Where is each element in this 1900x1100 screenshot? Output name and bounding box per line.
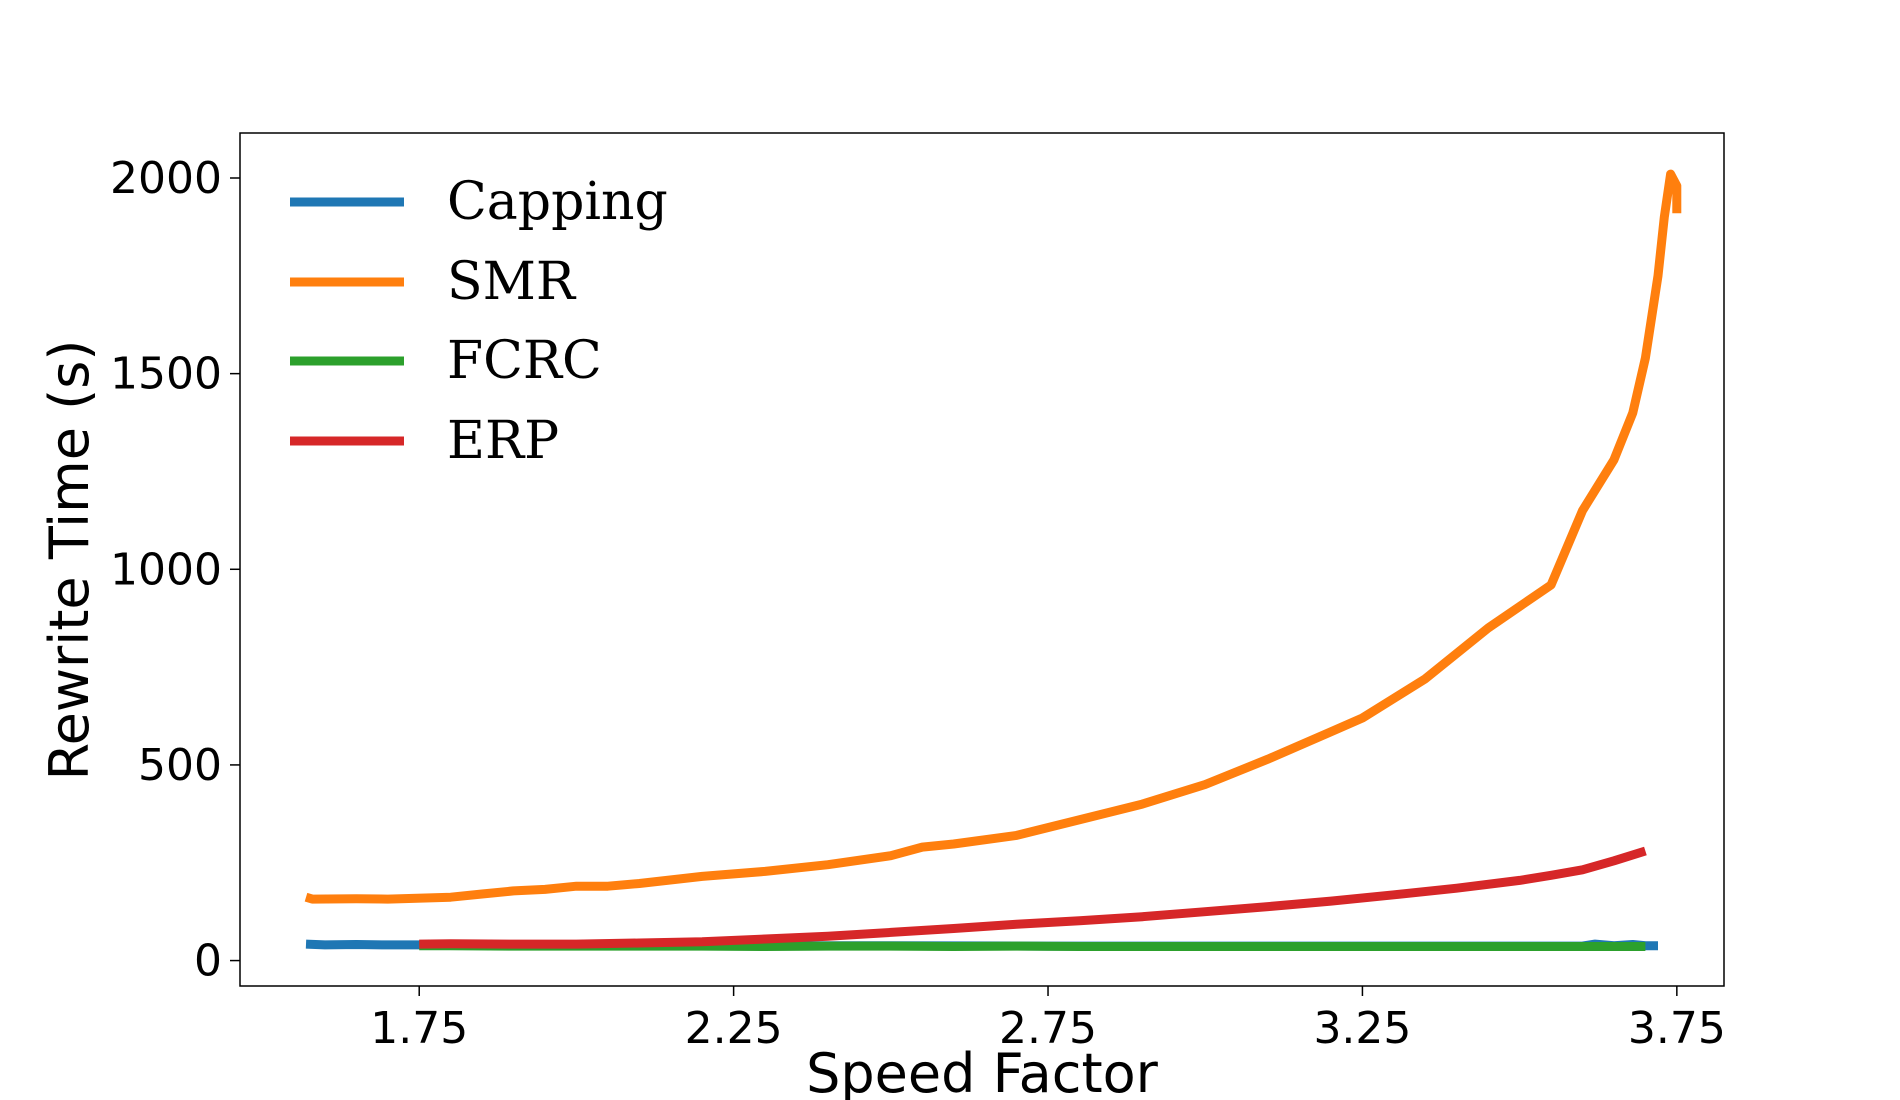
y-tick-label: 1500 <box>110 349 222 400</box>
legend-label-erp: ERP <box>447 411 559 471</box>
plot-lines <box>304 169 1682 951</box>
x-tick-label: 2.75 <box>999 1003 1097 1054</box>
legend-label-capping: Capping <box>447 172 668 232</box>
legend: Capping SMR FCRC ERP <box>290 172 668 471</box>
y-tick-label: 0 <box>194 936 222 987</box>
series-line-erp <box>419 846 1647 949</box>
x-axis-title: Speed Factor <box>806 1042 1159 1100</box>
legend-label-fcrc: FCRC <box>447 331 602 391</box>
plot-frame <box>239 132 1725 987</box>
x-tick-label: 3.75 <box>1628 1003 1726 1054</box>
series-line-smr <box>304 169 1682 904</box>
y-tick-label: 1000 <box>110 544 222 595</box>
y-tick-label: 500 <box>138 740 222 791</box>
x-tick-label: 3.25 <box>1313 1003 1411 1054</box>
x-axis: 1.75 2.25 2.75 3.25 3.75 <box>370 986 1726 1054</box>
y-axis-title: Rewrite Time (s) <box>38 340 101 781</box>
y-axis: 0 500 1000 1500 2000 <box>110 153 240 987</box>
y-tick-label: 2000 <box>110 153 222 204</box>
legend-label-smr: SMR <box>447 252 577 312</box>
x-tick-label: 1.75 <box>370 1003 468 1054</box>
x-tick-label: 2.25 <box>685 1003 783 1054</box>
